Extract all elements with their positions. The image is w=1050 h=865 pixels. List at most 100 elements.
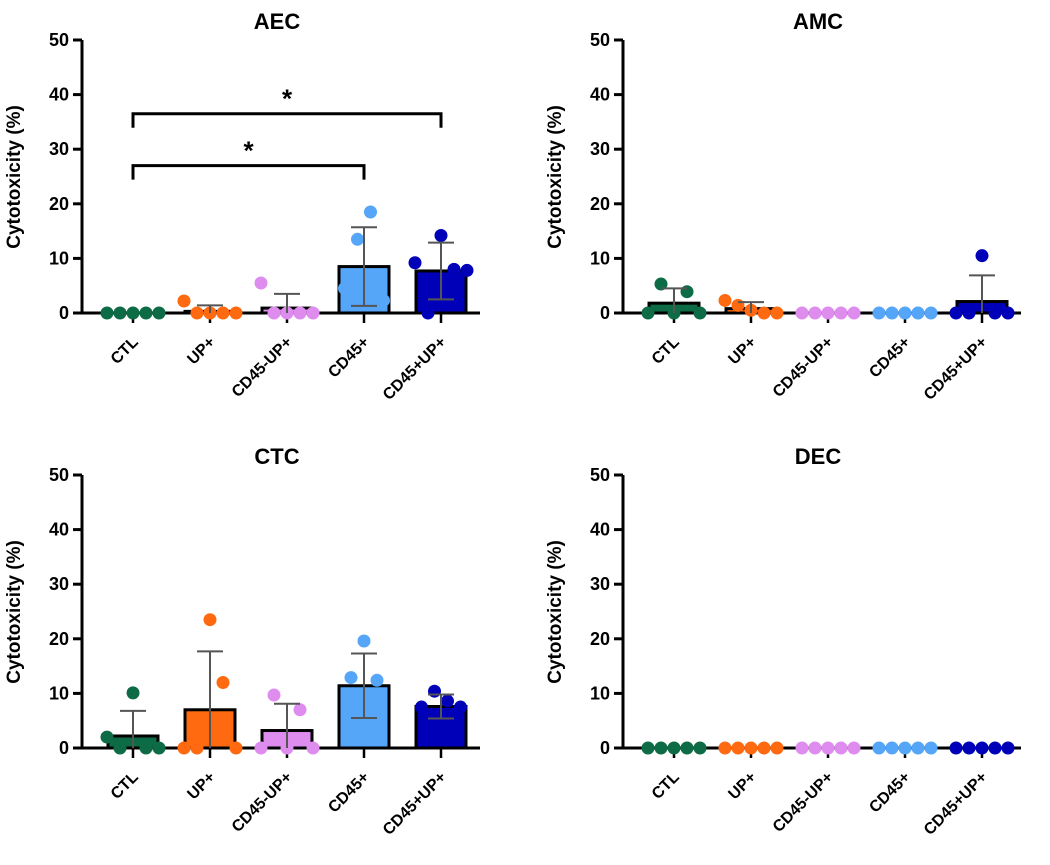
data-point (847, 741, 861, 755)
y-tick-label: 0 (600, 738, 610, 758)
data-point (1001, 306, 1015, 320)
significance-bracket (131, 164, 366, 180)
y-axis-label: Cytotoxicity (%) (545, 540, 566, 684)
data-point (898, 741, 912, 755)
data-point (338, 281, 351, 295)
y-tick-label: 30 (590, 574, 610, 594)
x-tick-label: CD45-UP+ (229, 769, 296, 836)
data-point (731, 741, 745, 755)
data-point (152, 741, 166, 755)
data-point (267, 688, 281, 702)
data-point (454, 700, 467, 714)
x-tick-label: UP+ (184, 769, 218, 803)
y-tick-label: 20 (49, 629, 69, 649)
x-tick-label: CTL (649, 334, 683, 368)
y-tick-label: 40 (49, 85, 69, 105)
data-point (357, 634, 371, 648)
data-point (821, 741, 835, 755)
data-point (770, 306, 784, 320)
data-point (428, 684, 441, 698)
x-tick-label: CTL (108, 769, 142, 803)
data-point (693, 306, 707, 320)
data-point (770, 741, 784, 755)
data-point (667, 741, 681, 755)
data-point (680, 285, 694, 299)
y-tick-label: 20 (590, 194, 610, 214)
data-point (872, 306, 886, 320)
data-point (924, 741, 938, 755)
x-tick-label: CD45-UP+ (229, 334, 296, 401)
data-point (408, 256, 422, 270)
data-point (911, 741, 925, 755)
data-point (216, 675, 230, 689)
chart-title: AEC (254, 9, 301, 34)
data-point (975, 249, 989, 263)
x-tick-label: CD45+UP+ (380, 769, 450, 839)
data-point (872, 741, 886, 755)
y-tick-label: 10 (49, 248, 69, 268)
data-point (885, 306, 899, 320)
data-point (139, 741, 153, 755)
x-tick-label: CD45-UP+ (770, 769, 837, 836)
y-tick-label: 0 (59, 303, 69, 323)
y-tick-label: 10 (590, 683, 610, 703)
y-tick-label: 20 (590, 629, 610, 649)
data-point (885, 741, 899, 755)
y-tick-label: 0 (600, 303, 610, 323)
data-point (641, 741, 655, 755)
y-tick-label: 20 (49, 194, 69, 214)
y-tick-label: 30 (590, 139, 610, 159)
significance-label: * (243, 136, 254, 166)
data-point (100, 730, 114, 744)
data-point (216, 306, 230, 320)
data-point (415, 700, 428, 714)
data-point (975, 741, 989, 755)
data-point (306, 741, 320, 755)
data-point (229, 306, 243, 320)
data-point (460, 263, 474, 277)
y-tick-label: 50 (590, 30, 610, 50)
data-point (177, 741, 191, 755)
data-point (718, 741, 732, 755)
data-point (808, 741, 822, 755)
data-point (834, 306, 848, 320)
data-point (377, 293, 390, 307)
data-point (744, 741, 758, 755)
data-point (441, 694, 454, 708)
y-tick-label: 10 (590, 248, 610, 268)
x-tick-label: CD45+ (325, 769, 373, 817)
data-point (757, 741, 771, 755)
y-tick-label: 40 (590, 520, 610, 540)
data-point (757, 306, 771, 320)
data-point (344, 671, 358, 685)
data-point (988, 306, 1002, 320)
chart-title: AMC (793, 9, 843, 34)
x-tick-label: CD45+ (866, 334, 914, 382)
data-point (177, 294, 191, 308)
data-point (795, 741, 809, 755)
y-tick-label: 40 (590, 85, 610, 105)
significance-bracket (131, 112, 443, 128)
data-point (1001, 741, 1015, 755)
data-point (731, 298, 745, 312)
data-point (834, 741, 848, 755)
significance-label: * (282, 84, 293, 114)
x-tick-label: CD45+UP+ (921, 769, 991, 839)
data-point (152, 306, 166, 320)
y-tick-label: 30 (49, 574, 69, 594)
data-point (808, 306, 822, 320)
data-point (100, 306, 114, 320)
data-point (126, 686, 140, 700)
data-point (949, 741, 963, 755)
data-point (351, 232, 364, 246)
data-point (898, 306, 912, 320)
data-point (847, 306, 861, 320)
data-point (949, 306, 963, 320)
data-point (911, 306, 925, 320)
data-point (190, 306, 204, 320)
data-point (718, 293, 732, 307)
data-point (113, 741, 127, 755)
data-point (654, 277, 668, 291)
data-point (821, 306, 835, 320)
